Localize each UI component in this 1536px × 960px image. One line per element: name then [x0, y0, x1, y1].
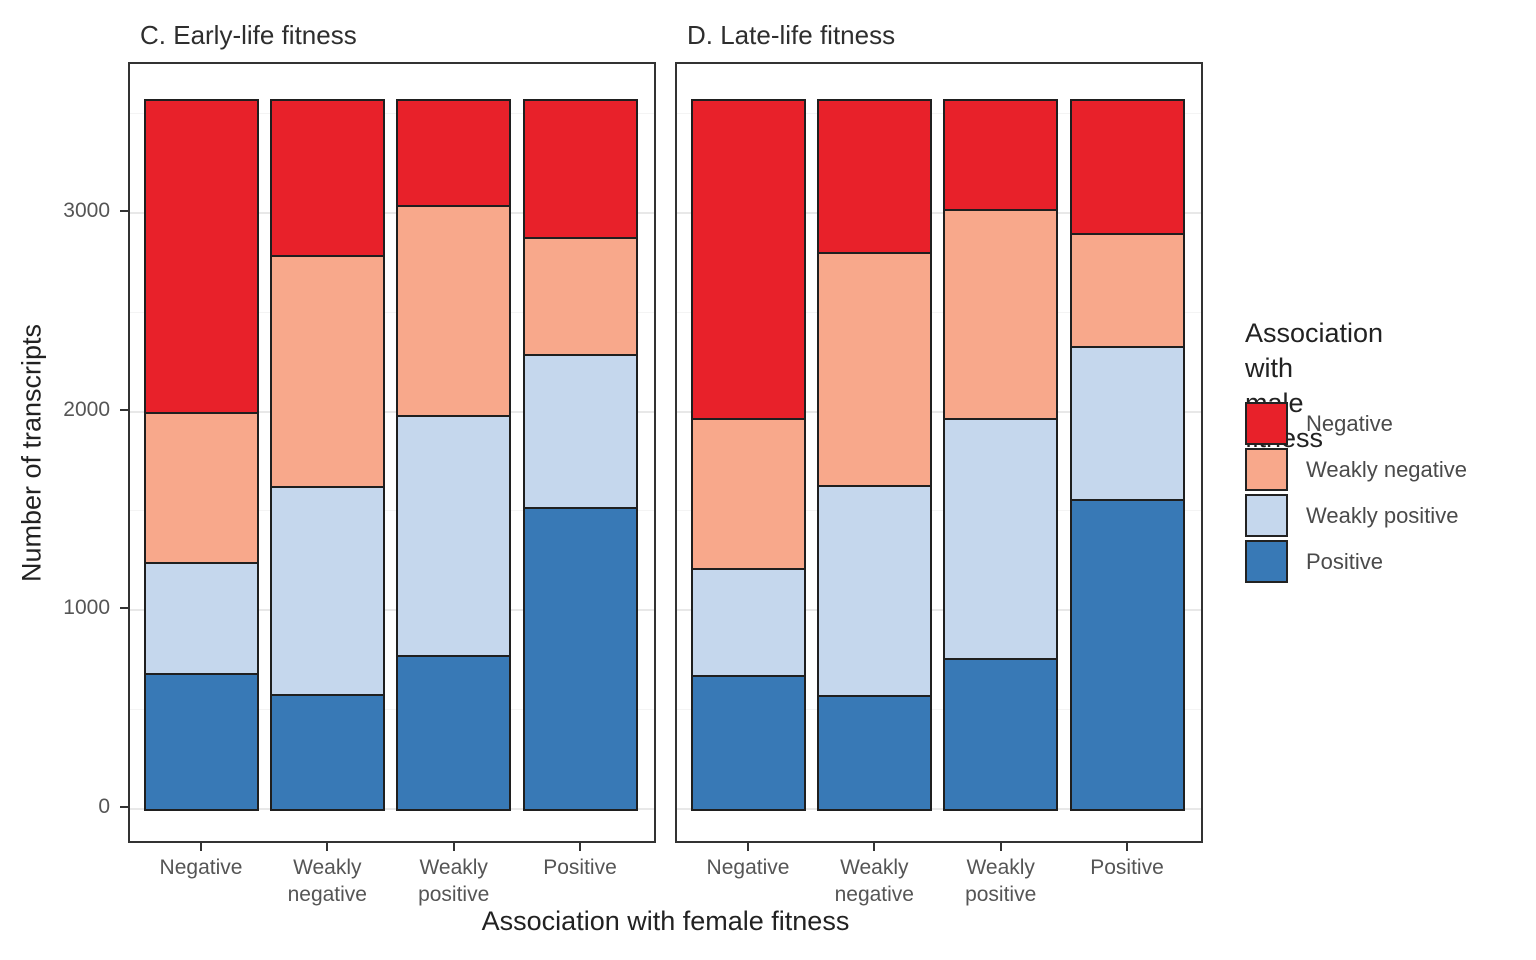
x-tick-label: Negative	[159, 856, 243, 879]
y-tick-label: 3000	[63, 198, 110, 222]
legend-key-negative	[1245, 402, 1288, 445]
y-axis-title: Number of transcripts	[16, 323, 47, 583]
panel-title-late-life: D. Late-life fitness	[687, 20, 896, 50]
legend-label-weakly-negative: Weakly negative	[1306, 457, 1468, 482]
gridline-minor	[130, 113, 654, 115]
legend-label-negative: Negative	[1306, 411, 1393, 436]
x-tick	[747, 843, 749, 851]
bar-segment-weakly-positive	[690, 567, 806, 677]
bar-segment-weakly-negative	[1069, 232, 1185, 349]
legend-key-positive	[1245, 540, 1288, 583]
bar-segment-weakly-negative	[943, 208, 1059, 420]
plot-panel-early-life	[128, 62, 656, 843]
bar-segment-positive	[522, 506, 638, 811]
x-tick-label: Negative	[706, 856, 790, 879]
legend-label-weakly-positive: Weakly positive	[1306, 503, 1459, 528]
bar-segment-positive	[269, 693, 385, 811]
y-tick	[120, 607, 128, 610]
bar-segment-weakly-positive	[396, 414, 512, 657]
gridline-major	[130, 609, 654, 612]
gridline-major	[677, 410, 1201, 413]
gridline-minor	[677, 311, 1201, 313]
bar-segment-negative	[1069, 98, 1185, 235]
bar-segment-weakly-positive	[816, 485, 932, 697]
legend-key-weakly-positive	[1245, 494, 1288, 537]
x-tick	[200, 843, 202, 851]
bar-segment-weakly-negative	[690, 417, 806, 570]
bar-segment-weakly-positive	[269, 486, 385, 696]
y-tick	[120, 806, 128, 808]
bar-segment-positive	[816, 694, 932, 811]
y-tick-label: 1000	[63, 596, 110, 620]
gridline-major	[677, 211, 1201, 214]
legend-key-weakly-negative	[1245, 448, 1288, 491]
gridline-major	[130, 410, 654, 413]
x-tick	[1126, 843, 1128, 851]
gridline-major	[677, 609, 1201, 612]
gridline-minor	[677, 510, 1201, 512]
bar-segment-negative	[143, 98, 259, 414]
gridline-minor	[130, 709, 654, 711]
bar-segment-negative	[269, 98, 385, 257]
x-tick	[452, 843, 455, 851]
x-tick-label: Positive	[1090, 856, 1164, 879]
bar-segment-negative	[816, 98, 932, 254]
bar-segment-negative	[943, 98, 1059, 211]
bar-segment-negative	[396, 98, 512, 207]
bar-segment-weakly-negative	[816, 251, 932, 488]
gridline-minor	[677, 709, 1201, 711]
bar-segment-weakly-positive	[1069, 346, 1185, 501]
bar-segment-weakly-positive	[143, 561, 259, 675]
x-tick-label: Weakly positive	[418, 856, 490, 906]
x-tick-label: Positive	[543, 856, 617, 879]
x-tick	[999, 843, 1002, 851]
bar-segment-negative	[522, 98, 638, 239]
bar-segment-weakly-negative	[396, 204, 512, 417]
gridline-major	[130, 808, 654, 810]
x-axis-title: Association with female fitness	[481, 906, 850, 936]
bar-segment-weakly-positive	[522, 353, 638, 509]
gridline-minor	[130, 510, 654, 512]
x-tick	[579, 843, 581, 851]
bar-segment-negative	[690, 98, 806, 420]
bar-segment-positive	[690, 674, 806, 811]
y-tick	[120, 408, 128, 411]
bar-segment-positive	[943, 657, 1059, 811]
panel-title-early-life: C. Early-life fitness	[140, 20, 357, 50]
gridline-minor	[130, 311, 654, 313]
x-tick-label: Weakly negative	[834, 856, 914, 906]
y-tick-label: 2000	[63, 397, 110, 421]
y-tick-label: 0	[98, 795, 110, 818]
y-tick	[120, 209, 128, 212]
gridline-major	[677, 808, 1201, 810]
bar-segment-weakly-negative	[522, 236, 638, 356]
legend-label-positive: Positive	[1306, 549, 1384, 574]
x-tick	[873, 843, 876, 851]
bar-segment-positive	[396, 655, 512, 811]
bar-segment-weakly-negative	[143, 411, 259, 564]
plot-panel-late-life	[675, 62, 1203, 843]
gridline-major	[130, 211, 654, 214]
bar-segment-positive	[1069, 499, 1185, 811]
x-tick-label: Weakly positive	[965, 856, 1037, 906]
x-tick	[326, 843, 329, 851]
bar-segment-weakly-positive	[943, 417, 1059, 660]
bar-segment-weakly-negative	[269, 254, 385, 489]
gridline-minor	[677, 113, 1201, 115]
x-tick-label: Weakly negative	[287, 856, 367, 906]
bar-segment-positive	[143, 672, 259, 811]
